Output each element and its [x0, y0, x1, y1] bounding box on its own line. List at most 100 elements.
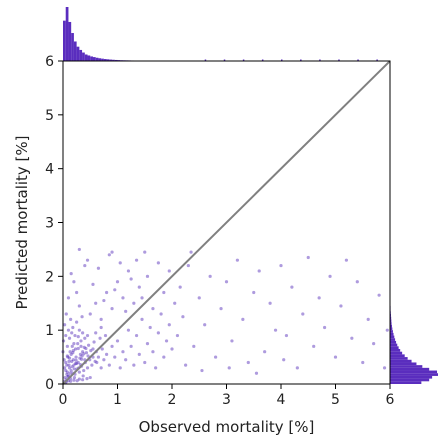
data-point: [66, 296, 71, 300]
data-point: [66, 355, 70, 359]
data-point: [74, 355, 78, 359]
y-marginal-hist-bar: [390, 319, 392, 323]
x-marginal-hist-bar: [281, 59, 283, 61]
data-point: [76, 346, 80, 351]
data-point: [118, 366, 122, 370]
data-point: [134, 333, 139, 338]
data-point: [64, 360, 68, 365]
data-point: [110, 344, 114, 348]
data-point: [103, 333, 108, 338]
x-marginal-hist-bar: [223, 59, 226, 61]
data-point: [80, 354, 84, 358]
data-point: [61, 339, 66, 343]
data-point: [90, 363, 94, 367]
data-point: [85, 333, 90, 338]
data-point: [85, 366, 90, 370]
data-point: [290, 285, 294, 289]
data-point: [377, 293, 381, 297]
y-marginal-hist-bar: [390, 351, 403, 355]
x-marginal-hist-bar: [65, 7, 69, 61]
data-point: [64, 312, 68, 316]
data-point: [86, 354, 90, 358]
x-marginal-hist-bar: [68, 21, 72, 61]
x-tick-label: 0: [59, 392, 68, 408]
data-point: [110, 250, 114, 254]
data-point: [67, 356, 72, 360]
data-point: [70, 359, 74, 363]
data-point: [126, 328, 130, 332]
y-marginal-hist-bar: [390, 340, 397, 344]
y-tick-label: 5: [45, 108, 54, 124]
x-marginal-hist-bar: [114, 59, 118, 61]
data-point: [263, 350, 267, 354]
data-point: [175, 333, 180, 338]
y-axis-label: Predicted mortality [%]: [13, 135, 31, 309]
data-point: [72, 375, 77, 380]
data-point: [72, 363, 76, 367]
data-point: [273, 328, 278, 332]
data-point: [74, 358, 78, 362]
data-point: [77, 304, 81, 308]
data-point: [246, 360, 250, 365]
x-marginal-hist-bar: [95, 57, 99, 61]
data-point: [85, 258, 90, 262]
data-point: [181, 315, 185, 319]
x-marginal-hist-bar: [376, 59, 378, 61]
data-point: [137, 285, 141, 289]
data-point: [91, 282, 95, 287]
data-point: [91, 347, 95, 351]
data-point: [208, 274, 212, 278]
data-point: [140, 296, 144, 300]
data-point: [118, 261, 122, 265]
data-point: [328, 274, 332, 278]
data-point: [132, 301, 136, 305]
y-tick-label: 1: [45, 323, 54, 339]
data-point: [99, 317, 103, 321]
data-point: [76, 360, 80, 365]
data-point: [154, 366, 158, 370]
data-point: [68, 350, 72, 354]
x-marginal-hist-bar: [242, 59, 245, 61]
data-point: [73, 333, 77, 338]
data-point: [197, 296, 201, 300]
data-point: [254, 371, 259, 375]
data-point: [77, 377, 81, 381]
data-point: [82, 345, 86, 349]
data-point: [224, 280, 229, 284]
x-tick-label: 5: [331, 392, 340, 408]
data-point: [99, 325, 103, 330]
data-point: [121, 350, 125, 354]
data-point: [65, 344, 69, 348]
data-point: [76, 335, 80, 339]
x-marginal-hist-bar: [357, 59, 359, 61]
x-marginal-hist-bar: [101, 58, 104, 61]
y-marginal-hist-bar: [390, 381, 422, 384]
data-point: [159, 312, 163, 316]
y-marginal-hist-bar: [390, 343, 398, 347]
data-point: [124, 358, 128, 362]
data-point: [83, 263, 87, 268]
data-point: [102, 298, 106, 303]
data-point: [70, 331, 74, 335]
x-marginal-hist-bar: [112, 59, 115, 61]
y-marginal-hist-bar: [390, 357, 408, 360]
data-point: [67, 359, 71, 363]
data-point: [87, 343, 91, 347]
data-point: [81, 378, 85, 382]
data-point: [100, 347, 104, 351]
data-point: [92, 340, 96, 344]
x-marginal-hist-bar: [84, 54, 88, 61]
data-point: [88, 312, 92, 316]
y-marginal-hist-bar: [390, 359, 412, 363]
data-point: [110, 307, 114, 311]
y-marginal-hist-bar: [390, 330, 393, 333]
data-point: [73, 361, 78, 366]
y-marginal-hist-bar: [390, 378, 430, 382]
data-point: [162, 355, 166, 359]
data-point: [89, 349, 93, 353]
data-point: [132, 363, 136, 367]
data-point: [72, 280, 76, 284]
data-point: [173, 301, 177, 305]
data-point: [67, 336, 72, 340]
